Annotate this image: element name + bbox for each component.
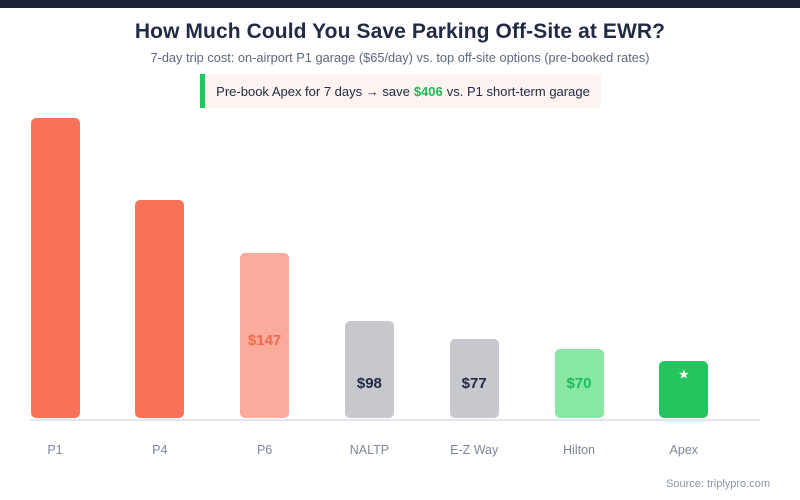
x-axis-label-p4: P4 [152,443,168,457]
bar-p4 [135,200,185,418]
x-axis-label-p1: P1 [47,443,63,457]
x-axis-label-hilton: Hilton [563,443,595,457]
top-accent-bar [0,0,800,8]
callout-text-suffix: vs. P1 short-term garage [446,83,590,99]
x-axis-line [30,419,760,421]
x-axis-label-e-z-way: E-Z Way [450,443,499,457]
x-axis-label-apex: Apex [669,443,699,457]
bar-p1 [30,118,80,418]
bar-value-label-apex: ★ [678,369,689,381]
bar-apex [659,361,709,418]
bar-value-label-naltp: $98 [356,375,382,392]
callout-savings-amount: $406 [413,83,443,99]
bar-value-label-e-z-way: $77 [461,375,487,392]
bar-value-label-hilton: $70 [566,375,592,392]
x-axis-label-p6: P6 [256,443,273,457]
callout-text-prefix: Pre-book Apex for 7 days → save [216,83,410,99]
bar-chart: P1 P4 $147 P6 $98 NALTP $77 E-Z Way $70 Hilton ★ Ap… [30,118,760,457]
bar-p6 [240,253,290,418]
bar-e-z-way [449,339,499,418]
source-note: Source: triplypro.com [666,478,770,490]
bar-naltp [344,321,394,418]
page-title: How Much Could You Save Parking Off-Site… [134,20,666,43]
x-axis-label-naltp: NALTP [349,443,390,457]
bar-value-label-p6: $147 [247,331,282,349]
bar-hilton [554,349,604,418]
savings-callout: Pre-book Apex for 7 days → save $406 vs.… [200,74,601,108]
chart-subtitle: 7-day trip cost: on-airport P1 garage ($… [150,50,650,65]
